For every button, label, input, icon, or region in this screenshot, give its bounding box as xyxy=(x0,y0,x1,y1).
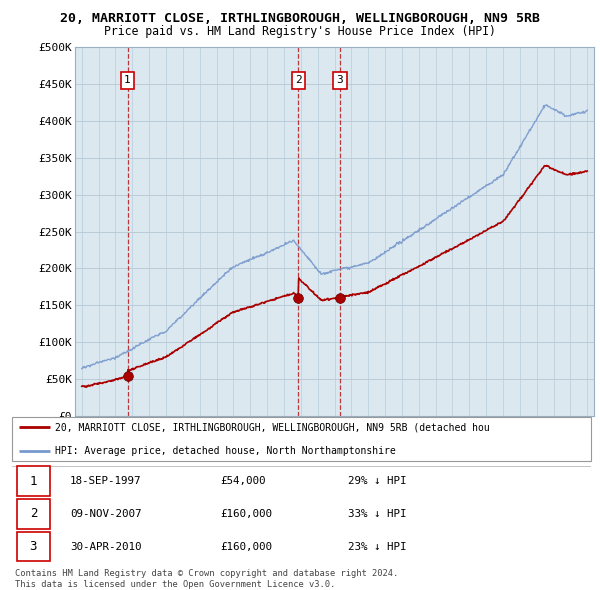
Text: 29% ↓ HPI: 29% ↓ HPI xyxy=(348,476,406,486)
Text: Price paid vs. HM Land Registry's House Price Index (HPI): Price paid vs. HM Land Registry's House … xyxy=(104,25,496,38)
Text: 33% ↓ HPI: 33% ↓ HPI xyxy=(348,509,406,519)
FancyBboxPatch shape xyxy=(17,466,50,496)
Text: £54,000: £54,000 xyxy=(220,476,266,486)
Text: 20, MARRIOTT CLOSE, IRTHLINGBOROUGH, WELLINGBOROUGH, NN9 5RB: 20, MARRIOTT CLOSE, IRTHLINGBOROUGH, WEL… xyxy=(60,12,540,25)
Text: 3: 3 xyxy=(29,540,37,553)
Text: £160,000: £160,000 xyxy=(220,509,272,519)
Text: 1: 1 xyxy=(124,76,131,86)
Text: 20, MARRIOTT CLOSE, IRTHLINGBOROUGH, WELLINGBOROUGH, NN9 5RB (detached hou: 20, MARRIOTT CLOSE, IRTHLINGBOROUGH, WEL… xyxy=(55,422,490,432)
FancyBboxPatch shape xyxy=(17,532,50,562)
Text: 2: 2 xyxy=(29,507,37,520)
Text: 30-APR-2010: 30-APR-2010 xyxy=(70,542,142,552)
Text: 18-SEP-1997: 18-SEP-1997 xyxy=(70,476,142,486)
Text: 2: 2 xyxy=(295,76,302,86)
FancyBboxPatch shape xyxy=(17,499,50,529)
Text: £160,000: £160,000 xyxy=(220,542,272,552)
Text: 1: 1 xyxy=(29,475,37,488)
Text: Contains HM Land Registry data © Crown copyright and database right 2024.
This d: Contains HM Land Registry data © Crown c… xyxy=(15,569,398,589)
Text: 09-NOV-2007: 09-NOV-2007 xyxy=(70,509,142,519)
Text: 23% ↓ HPI: 23% ↓ HPI xyxy=(348,542,406,552)
Text: HPI: Average price, detached house, North Northamptonshire: HPI: Average price, detached house, Nort… xyxy=(55,446,396,456)
FancyBboxPatch shape xyxy=(12,417,591,461)
Text: 3: 3 xyxy=(337,76,343,86)
